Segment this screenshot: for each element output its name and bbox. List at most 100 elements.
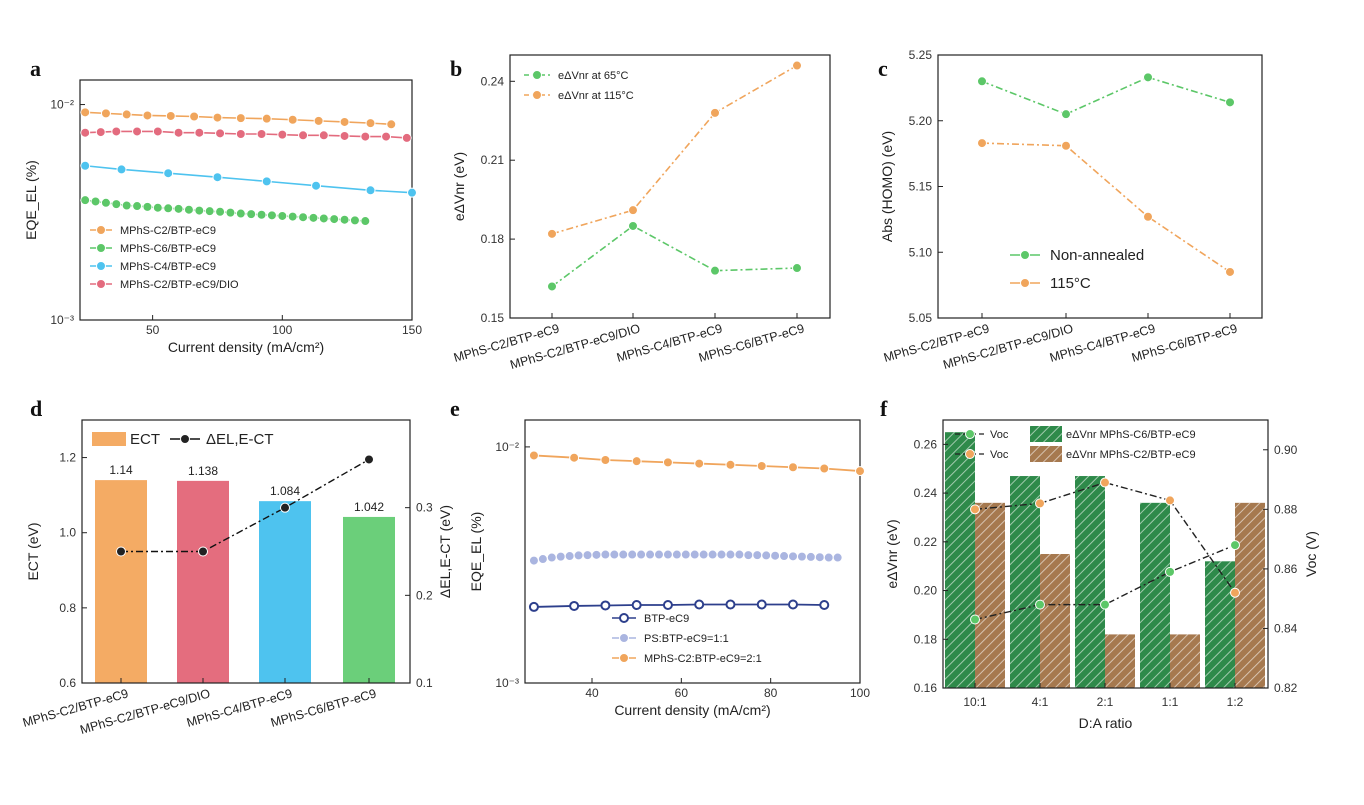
data-point [132,126,143,137]
data-point [627,549,638,560]
data-point [163,168,174,179]
y-tick-label: 5.25 [909,48,933,62]
data-point [654,549,664,560]
legend-entry: MPhS-C4/BTP-eC9 [120,261,216,273]
bar [259,501,311,683]
series-1 [547,60,802,239]
series-line [533,603,825,608]
bar [177,480,229,683]
data-point [287,114,298,125]
data-point [569,452,580,463]
y-tick-label: 1.2 [59,451,76,465]
data-point [636,549,647,560]
data-point [1225,266,1235,277]
data-point [339,116,350,127]
data-point [619,633,629,643]
data-point [805,551,816,562]
data-point [298,130,309,141]
y2-tick-label: 0.3 [416,501,433,515]
series-0 [80,107,397,130]
data-point [111,199,122,210]
y2-axis-label: Voc (V) [1303,531,1319,577]
y-axis-label: EQE_EL (%) [23,160,39,240]
data-point [823,552,834,563]
x-tick-label: 100 [272,323,292,337]
data-point [977,138,987,149]
data-point [173,127,184,138]
data-point [582,550,593,561]
data-point [1061,109,1071,120]
series-0 [528,599,830,612]
y-tick-label: 0.24 [914,486,938,500]
data-point [573,550,584,561]
data-point [564,551,575,562]
legend-swatch-hatch [1030,426,1062,442]
data-point [165,110,176,121]
x-category-label: 1:2 [1227,695,1244,709]
series-3 [80,126,412,143]
data-point [1061,140,1071,151]
y2-tick-label: 0.2 [416,588,433,602]
data-point [788,462,798,473]
panel-letter-c: c [878,56,888,81]
data-point [532,70,542,80]
data-point [855,466,865,477]
bar-hatch [1140,502,1170,688]
data-point [600,455,611,466]
panel-d: d 1.14 1.138 1.084 1.042 0.6 0.8 1.0 1.2 0.1 0.2 0.… [21,396,453,737]
x-axis-label: Current density (mA/cm²) [614,702,770,718]
series-line [121,458,370,553]
data-point [152,202,163,213]
x-tick-label: 60 [675,686,689,700]
data-point [710,107,720,118]
data-point [318,213,329,224]
y-tick-label: 10⁻² [495,440,519,454]
data-point [645,549,656,560]
bar-hatch [1235,502,1265,688]
data-point [756,461,767,472]
x-category-label: 1:1 [1162,695,1179,709]
y-tick-label: 10⁻³ [50,313,74,327]
data-point [546,552,557,563]
data-point [819,463,830,474]
data-point [662,599,673,610]
y-tick-label: 0.22 [914,535,938,549]
panel-letter-a: a [30,56,41,81]
panel-f: f 0.16 0.18 0.20 0.22 0.24 0.26 0.82 0.84 0.86 0.8… [880,396,1319,731]
series-line [551,225,798,288]
y-tick-label: 0.20 [914,584,938,598]
plot-frame [937,54,1263,319]
panel-e: e 10⁻² 10⁻³ EQE_EL (%) 40 60 80 100 Current dens… [450,396,870,718]
data-point [631,599,642,610]
x-category-label: 2:1 [1097,695,1114,709]
data-point [311,180,322,191]
data-point [121,109,132,120]
data-point [734,549,745,560]
series-1 [80,195,371,227]
series-0 [977,72,1235,120]
data-point [694,599,705,610]
series-1 [528,549,843,566]
y2-axis-label: ΔEL,E-CT (eV) [437,505,453,598]
data-point [212,172,223,183]
series-0 [547,220,802,292]
legend-entry: ΔEL,E-CT [206,431,274,448]
data-point [779,551,790,562]
data-point [528,555,539,566]
data-point [1100,599,1110,610]
data-point [600,600,611,611]
y2-tick-label: 0.86 [1274,562,1298,576]
data-point [752,550,763,561]
data-point [1020,278,1030,288]
data-point [1035,599,1045,610]
data-point [1143,211,1153,222]
data-point [225,207,236,218]
y2-tick-label: 0.88 [1274,502,1298,516]
bar-hatch [1205,561,1235,688]
data-point [743,550,754,561]
y2-tick-label: 0.90 [1274,443,1298,457]
data-point [761,550,772,561]
data-point [365,118,376,129]
